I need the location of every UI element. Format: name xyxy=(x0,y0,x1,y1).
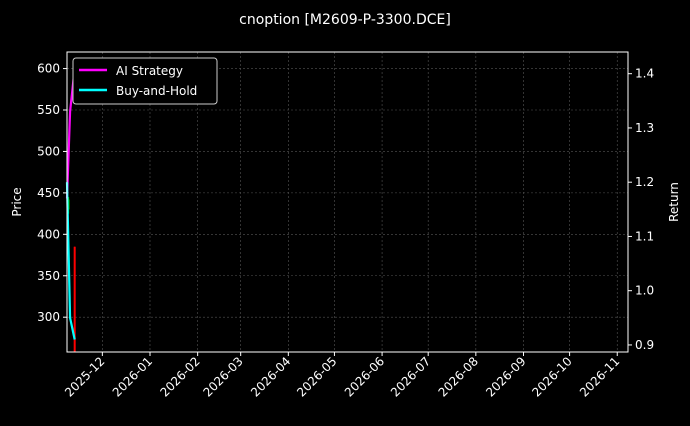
x-tick-label: 2026-02 xyxy=(157,354,202,399)
x-tick-label: 2026-07 xyxy=(388,354,433,399)
x-tick-label: 2026-05 xyxy=(294,354,339,399)
y-tick-label: 550 xyxy=(37,103,60,117)
y-axis-left: 300 350 400 450 500 550 600 xyxy=(37,62,67,324)
y-tick-label: 400 xyxy=(37,227,60,241)
x-tick-label: 2025-12 xyxy=(62,354,107,399)
candle-body xyxy=(73,246,76,352)
y2-tick-label: 1.4 xyxy=(635,67,654,81)
plot-frame xyxy=(66,51,629,353)
y2-tick-label: 1.0 xyxy=(635,284,654,298)
y2-tick-label: 1.2 xyxy=(635,175,654,189)
y-tick-label: 450 xyxy=(37,186,60,200)
y2-tick-label: 0.9 xyxy=(635,338,654,352)
x-tick-label: 2026-10 xyxy=(529,354,574,399)
y-tick-label: 300 xyxy=(37,310,60,324)
legend-label-buy-and-hold: Buy-and-Hold xyxy=(116,84,197,98)
series-line-buy-and-hold xyxy=(65,182,76,340)
y-axis-right: 0.9 1.0 1.1 1.2 1.3 1.4 xyxy=(628,67,654,352)
x-tick-label: 2026-01 xyxy=(110,354,155,399)
y-tick-label: 600 xyxy=(37,62,60,76)
x-tick-label: 2026-04 xyxy=(248,354,293,399)
x-tick-label: 2026-08 xyxy=(436,354,481,399)
y2-axis-label: Return xyxy=(667,182,681,222)
x-tick-label: 2026-11 xyxy=(577,354,622,399)
grid xyxy=(67,52,628,352)
x-tick-label: 2026-06 xyxy=(342,354,387,399)
y2-tick-label: 1.1 xyxy=(635,229,654,243)
y-tick-label: 500 xyxy=(37,144,60,158)
x-tick-label: 2026-03 xyxy=(200,354,245,399)
legend-label-ai-strategy: AI Strategy xyxy=(116,64,183,78)
x-tick-label: 2026-09 xyxy=(483,354,528,399)
y-axis-label: Price xyxy=(10,187,24,216)
legend: AI Strategy Buy-and-Hold xyxy=(72,57,218,105)
y-tick-label: 350 xyxy=(37,269,60,283)
series-lines xyxy=(65,68,76,340)
chart-title: cnoption [M2609-P-3300.DCE] xyxy=(239,12,451,28)
legend-box xyxy=(72,57,218,105)
y2-tick-label: 1.3 xyxy=(635,121,654,135)
